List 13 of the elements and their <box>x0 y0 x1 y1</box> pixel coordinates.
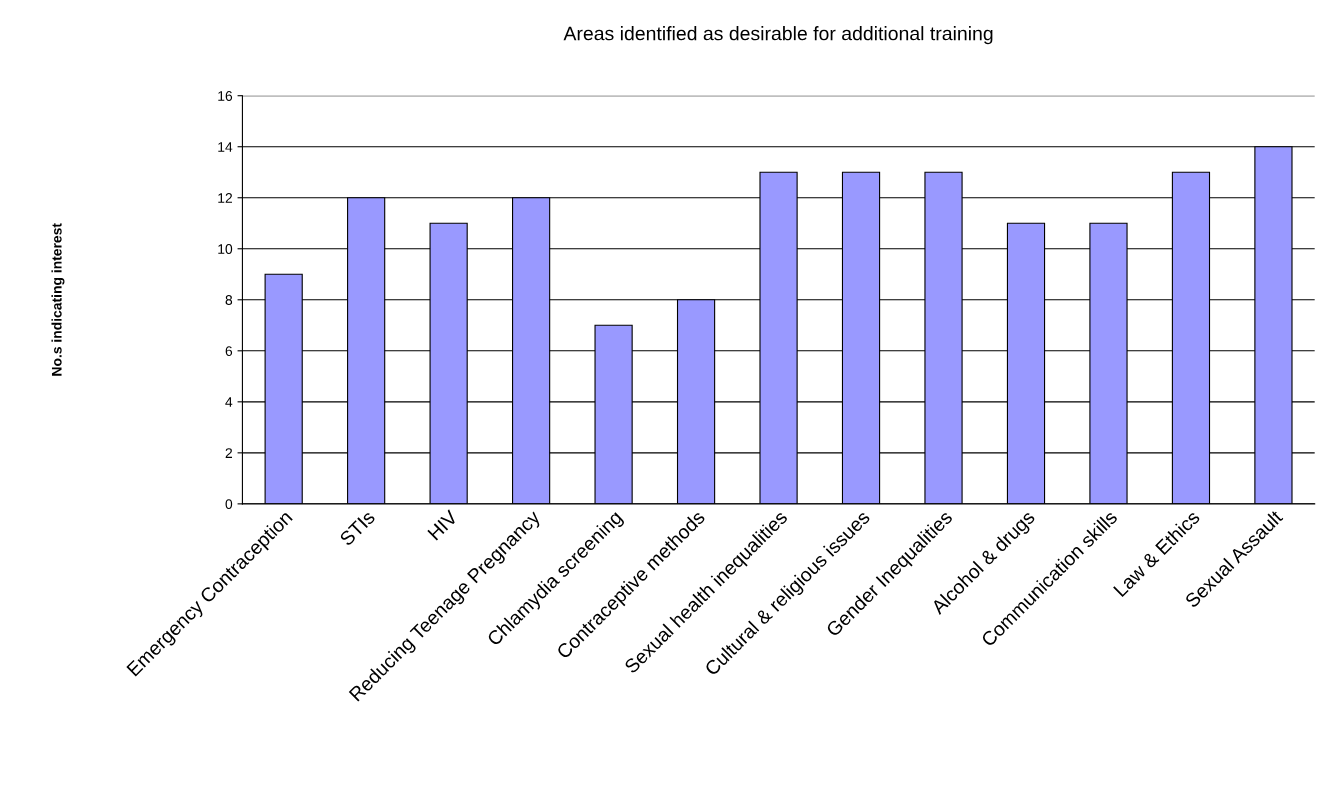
y-tick-label: 2 <box>225 448 233 458</box>
y-tick-label: 14 <box>218 142 233 152</box>
y-axis-title: No.s indicating interest <box>51 223 65 376</box>
y-tick-label: 6 <box>225 346 233 356</box>
y-tick-label: 12 <box>218 193 233 203</box>
y-tick-label: 8 <box>225 295 233 305</box>
y-tick-label: 16 <box>218 91 233 101</box>
x-tick-label: STIs <box>338 509 376 547</box>
y-tick-label: 4 <box>225 397 233 407</box>
chart-title: Areas identified as desirable for additional training <box>563 26 993 45</box>
x-tick-label: HIV <box>427 509 459 541</box>
y-tick-label: 10 <box>218 244 233 254</box>
y-tick-label: 0 <box>225 499 233 510</box>
